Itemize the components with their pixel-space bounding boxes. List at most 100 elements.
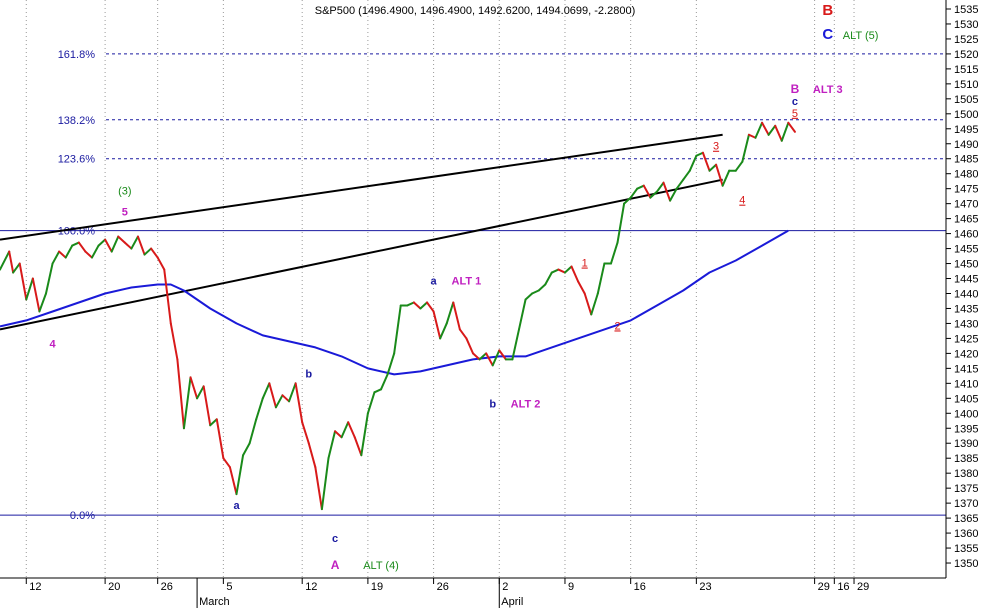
price-segment [123, 241, 133, 250]
y-tick-label: 1415 [954, 363, 978, 375]
trendlines [0, 133, 723, 331]
fib-label: 138.2% [58, 115, 96, 127]
y-tick-label: 1520 [954, 49, 978, 61]
price-segment [202, 385, 212, 427]
y-tick-label: 1385 [954, 453, 978, 465]
price-segment [511, 328, 520, 361]
price-segment [478, 352, 488, 361]
y-tick-label: 1455 [954, 244, 978, 256]
wave-label: C [822, 26, 833, 43]
wave-label: ALT 2 [511, 398, 541, 410]
price-segment [563, 265, 573, 274]
price-segment [347, 421, 356, 439]
wave-label: a [233, 500, 240, 512]
wave-label: 4 [49, 338, 56, 350]
wave-label: (3) [118, 186, 131, 198]
price-segment [544, 271, 553, 286]
fib-label: 123.6% [58, 154, 96, 166]
wave-label: 5 [122, 207, 128, 219]
price-segment [84, 250, 93, 259]
price-segment [12, 262, 21, 274]
y-tick-label: 1405 [954, 393, 978, 405]
y-tick-label: 1510 [954, 79, 978, 91]
moving-average-line [0, 229, 789, 376]
price-series [0, 121, 796, 511]
price-segment [38, 292, 47, 313]
y-tick-label: 1440 [954, 288, 978, 300]
price-segment [439, 322, 448, 340]
y-tick-label: 1505 [954, 94, 978, 106]
x-tick-label: 26 [437, 581, 449, 593]
price-segment [669, 187, 678, 202]
wave-label: A [331, 558, 340, 572]
wave-label: b [489, 398, 496, 410]
price-segment [642, 184, 652, 199]
price-segment [242, 442, 251, 457]
price-segment [787, 121, 796, 133]
price-segment [136, 235, 146, 256]
price-segment [261, 382, 271, 400]
y-tick-label: 1515 [954, 64, 978, 76]
moving-average [0, 229, 789, 376]
price-segment [531, 289, 540, 295]
price-segment [90, 244, 100, 259]
price-segment [498, 349, 507, 361]
price-segment [649, 190, 658, 199]
wave-label: ALT (4) [363, 560, 399, 572]
y-tick-label: 1350 [954, 558, 978, 570]
price-segment [228, 466, 238, 496]
price-segment [767, 124, 777, 136]
price-segment [734, 160, 744, 172]
price-segment [288, 382, 297, 403]
y-tick-label: 1500 [954, 109, 978, 121]
price-segment [281, 394, 291, 403]
price-segment [577, 280, 586, 295]
price-segment [274, 394, 284, 409]
price-segment [222, 457, 231, 469]
y-tick-label: 1395 [954, 423, 978, 435]
x-tick-label: 29 [818, 581, 830, 593]
y-tick-label: 1430 [954, 318, 978, 330]
y-tick-label: 1360 [954, 528, 978, 540]
axes [0, 0, 947, 579]
wave-label: c [332, 533, 338, 545]
price-segment [18, 262, 28, 301]
x-tick-label: 5 [226, 581, 232, 593]
y-tick-label: 1445 [954, 274, 978, 286]
price-segment [353, 436, 363, 457]
price-segment [209, 418, 218, 427]
price-segment [156, 256, 166, 271]
price-segment [360, 412, 369, 457]
price-segment [406, 301, 415, 307]
x-tick-label: 20 [108, 581, 120, 593]
wave-label: 1 [582, 258, 588, 270]
price-segment [721, 169, 731, 187]
price-segment [386, 352, 396, 376]
price-segment [307, 442, 317, 469]
wave-label: a [431, 276, 438, 288]
y-tick-label: 1435 [954, 303, 978, 315]
price-segment [465, 337, 474, 355]
price-segment [485, 352, 494, 367]
wave-label: c [792, 96, 798, 108]
price-segment [248, 418, 258, 445]
chart-title: S&P500 (1496.4900, 1496.4900, 1492.6200,… [315, 5, 636, 17]
wave-label: ALT (5) [843, 30, 879, 42]
price-segment [294, 382, 304, 424]
price-segment [77, 241, 87, 253]
y-tick-label: 1480 [954, 169, 978, 181]
price-segment [163, 268, 172, 325]
wave-label: 3 [713, 141, 719, 153]
x-tick-label: 23 [699, 581, 711, 593]
price-segment [583, 292, 593, 316]
price-segment [130, 235, 139, 250]
price-segment [636, 184, 645, 190]
price-segment [419, 301, 429, 310]
price-segment [150, 247, 159, 259]
wave-label: 4 [739, 195, 745, 207]
x-tick-label: 2 [502, 581, 508, 593]
y-tick-label: 1390 [954, 438, 978, 450]
price-segment [537, 283, 547, 292]
price-segment [71, 241, 80, 247]
